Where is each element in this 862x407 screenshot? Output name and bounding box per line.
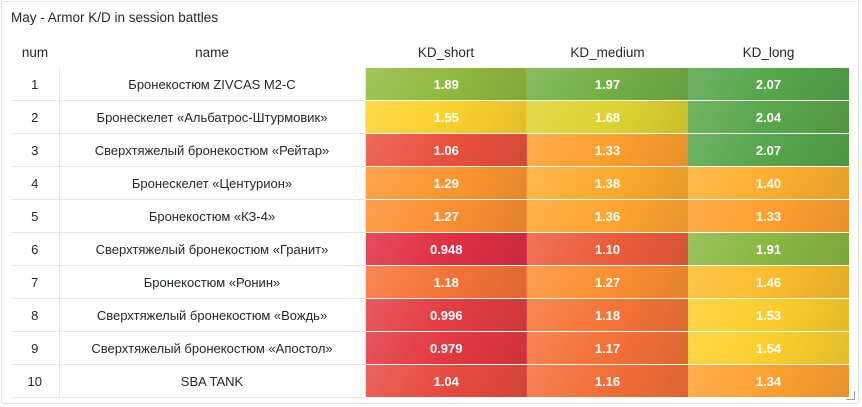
table-header-row: num name KD_short KD_medium KD_long <box>11 36 849 68</box>
row-name: Сверхтяжелый бронекостюм «Вождь» <box>59 298 366 332</box>
kd-medium-cell: 1.38 <box>527 166 688 200</box>
kd-medium-cell: 1.97 <box>527 68 688 101</box>
row-num: 1 <box>11 68 60 101</box>
kd-medium-cell: 1.10 <box>527 232 688 266</box>
resize-handle-icon[interactable] <box>846 391 855 400</box>
kd-medium-cell: 1.68 <box>527 100 688 134</box>
row-name: Бронекостюм «Ронин» <box>59 265 366 299</box>
row-name: Бронекостюм ZIVCAS M2-C <box>59 68 366 101</box>
kd-medium-cell: 1.27 <box>527 265 688 299</box>
kd-short-cell: 1.89 <box>365 68 527 101</box>
row-num: 7 <box>11 265 60 299</box>
table-row: 10 SBA TANK 1.04 1.16 1.34 <box>11 364 849 398</box>
kd-long-cell: 1.34 <box>688 364 849 398</box>
kd-short-cell: 0.948 <box>365 232 527 266</box>
row-num: 5 <box>11 199 60 233</box>
row-num: 2 <box>11 100 60 134</box>
kd-long-cell: 1.54 <box>688 331 849 365</box>
row-num: 3 <box>11 133 60 167</box>
kd-medium-cell: 1.36 <box>527 199 688 233</box>
column-header-num[interactable]: num <box>21 44 49 60</box>
table-row: 7 Бронекостюм «Ронин» 1.18 1.27 1.46 <box>11 265 849 299</box>
kd-long-cell: 1.46 <box>688 265 849 299</box>
kd-short-cell: 1.29 <box>365 166 527 200</box>
row-num: 9 <box>11 331 60 365</box>
row-num: 6 <box>11 232 60 266</box>
kd-short-cell: 1.04 <box>365 364 527 398</box>
kd-medium-cell: 1.33 <box>527 133 688 167</box>
table-row: 4 Бронескелет «Центурион» 1.29 1.38 1.40 <box>11 166 849 200</box>
row-name: Бронекостюм «КЗ-4» <box>59 199 366 233</box>
row-name: Сверхтяжелый бронекостюм «Рейтар» <box>59 133 366 167</box>
kd-short-cell: 1.18 <box>365 265 527 299</box>
row-name: Бронескелет «Альбатрос-Штурмовик» <box>59 100 366 134</box>
table-body: 1 Бронекостюм ZIVCAS M2-C 1.89 1.97 2.07 2 Бро… <box>11 68 849 398</box>
kd-long-cell: 1.53 <box>688 298 849 332</box>
kd-short-cell: 0.996 <box>365 298 527 332</box>
kd-short-cell: 0.979 <box>365 331 527 365</box>
kd-long-cell: 1.33 <box>688 199 849 233</box>
column-header-kd-medium[interactable]: KD_medium <box>570 44 645 60</box>
table-row: 5 Бронекостюм «КЗ-4» 1.27 1.36 1.33 <box>11 199 849 233</box>
table-row: 8 Сверхтяжелый бронекостюм «Вождь» 0.996 1.… <box>11 298 849 332</box>
row-num: 4 <box>11 166 60 200</box>
row-name: Сверхтяжелый бронекостюм «Апостол» <box>59 331 366 365</box>
row-num: 8 <box>11 298 60 332</box>
row-num: 10 <box>11 364 60 398</box>
row-name: Бронескелет «Центурион» <box>59 166 366 200</box>
row-name: SBA TANK <box>59 364 366 398</box>
kd-long-cell: 2.04 <box>688 100 849 134</box>
kd-long-cell: 1.40 <box>688 166 849 200</box>
column-header-kd-long[interactable]: KD_long <box>742 44 795 60</box>
column-header-kd-short[interactable]: KD_short <box>417 44 475 60</box>
kd-short-cell: 1.27 <box>365 199 527 233</box>
kd-long-cell: 2.07 <box>688 68 849 101</box>
table-row: 9 Сверхтяжелый бронекостюм «Апостол» 0.979… <box>11 331 849 365</box>
table-row: 2 Бронескелет «Альбатрос-Штурмовик» 1.55 1.… <box>11 100 849 134</box>
panel-title: May - Armor K/D in session battles <box>11 10 219 25</box>
table-row: 6 Сверхтяжелый бронекостюм «Гранит» 0.948 1… <box>11 232 849 266</box>
kd-short-cell: 1.55 <box>365 100 527 134</box>
kd-short-cell: 1.06 <box>365 133 527 167</box>
kd-medium-cell: 1.18 <box>527 298 688 332</box>
kd-long-cell: 2.07 <box>688 133 849 167</box>
row-name: Сверхтяжелый бронекостюм «Гранит» <box>59 232 366 266</box>
kd-medium-cell: 1.17 <box>527 331 688 365</box>
table-row: 3 Сверхтяжелый бронекостюм «Рейтар» 1.06 1.… <box>11 133 849 167</box>
kd-long-cell: 1.91 <box>688 232 849 266</box>
kd-medium-cell: 1.16 <box>527 364 688 398</box>
table-row: 1 Бронекостюм ZIVCAS M2-C 1.89 1.97 2.07 <box>11 68 849 101</box>
column-header-name[interactable]: name <box>195 44 229 60</box>
kd-table: num name KD_short KD_medium KD_long 1 Бро… <box>11 36 849 398</box>
